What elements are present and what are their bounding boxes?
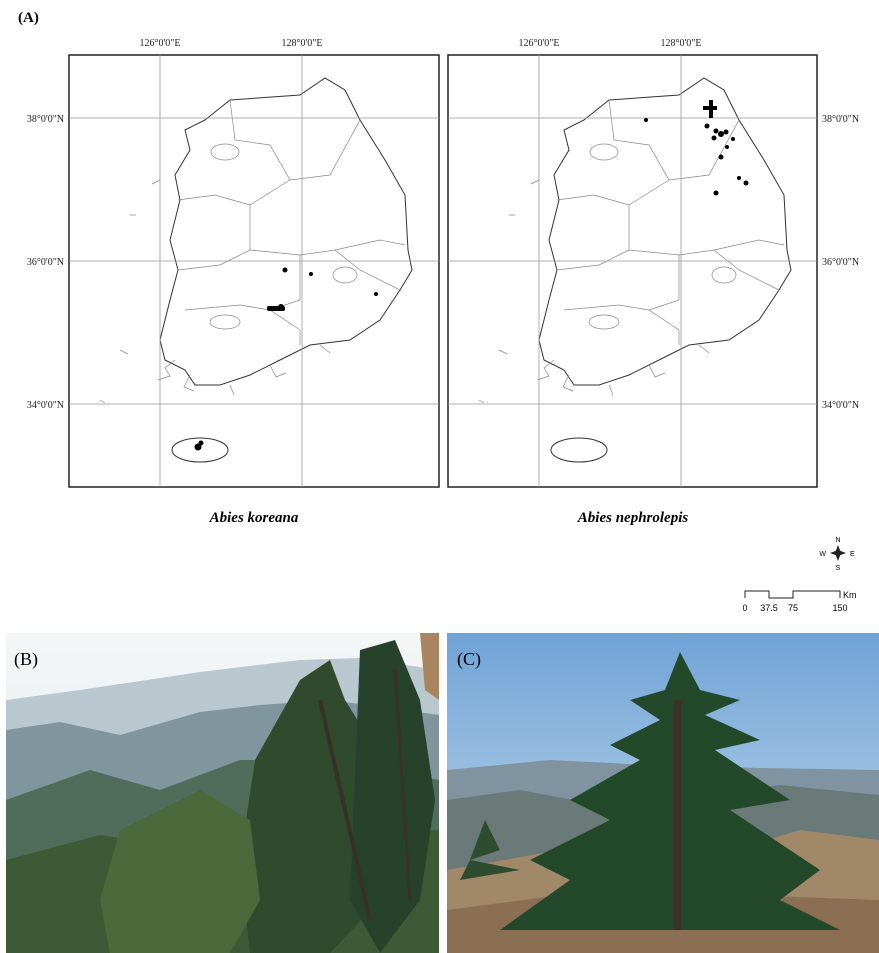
lon-label: 126°0'0"E <box>519 38 560 49</box>
photo-c <box>447 633 879 953</box>
compass-e: E <box>850 551 855 558</box>
species-name: Abies nephrolepis <box>577 510 689 526</box>
lat-label: 36°0'0"N <box>27 257 64 268</box>
scale-tick: 150 <box>832 603 847 613</box>
compass-s: S <box>836 565 841 572</box>
compass-w: W <box>819 551 826 558</box>
lat-label: 38°0'0"N <box>822 114 859 125</box>
panel-label: (B) <box>14 649 38 670</box>
lat-label: 36°0'0"N <box>822 257 859 268</box>
lon-label: 126°0'0"E <box>140 38 181 49</box>
scale-tick: 75 <box>788 603 798 613</box>
compass-n: N <box>835 537 840 544</box>
panel-label: (C) <box>457 649 481 670</box>
scale-unit: Km <box>843 590 857 600</box>
scale-bar: 0 37.5 75 150 Km <box>742 590 856 613</box>
panel-label: (A) <box>18 10 39 26</box>
photo-b <box>6 633 439 953</box>
species-name: Abies koreana <box>209 510 299 526</box>
scale-tick: 37.5 <box>760 603 778 613</box>
compass: N E S W <box>819 537 855 572</box>
figure: (A) 126°0'0"E 128°0'0"E 38°0'0"N 36°0'0"… <box>0 0 879 953</box>
lat-label: 34°0'0"N <box>822 400 859 411</box>
lat-label: 34°0'0"N <box>27 400 64 411</box>
map-koreana <box>69 55 439 487</box>
lat-label: 38°0'0"N <box>27 114 64 125</box>
map-nephrolepis <box>448 55 817 487</box>
lon-label: 128°0'0"E <box>661 38 702 49</box>
scale-tick: 0 <box>742 603 747 613</box>
lon-label: 128°0'0"E <box>282 38 323 49</box>
